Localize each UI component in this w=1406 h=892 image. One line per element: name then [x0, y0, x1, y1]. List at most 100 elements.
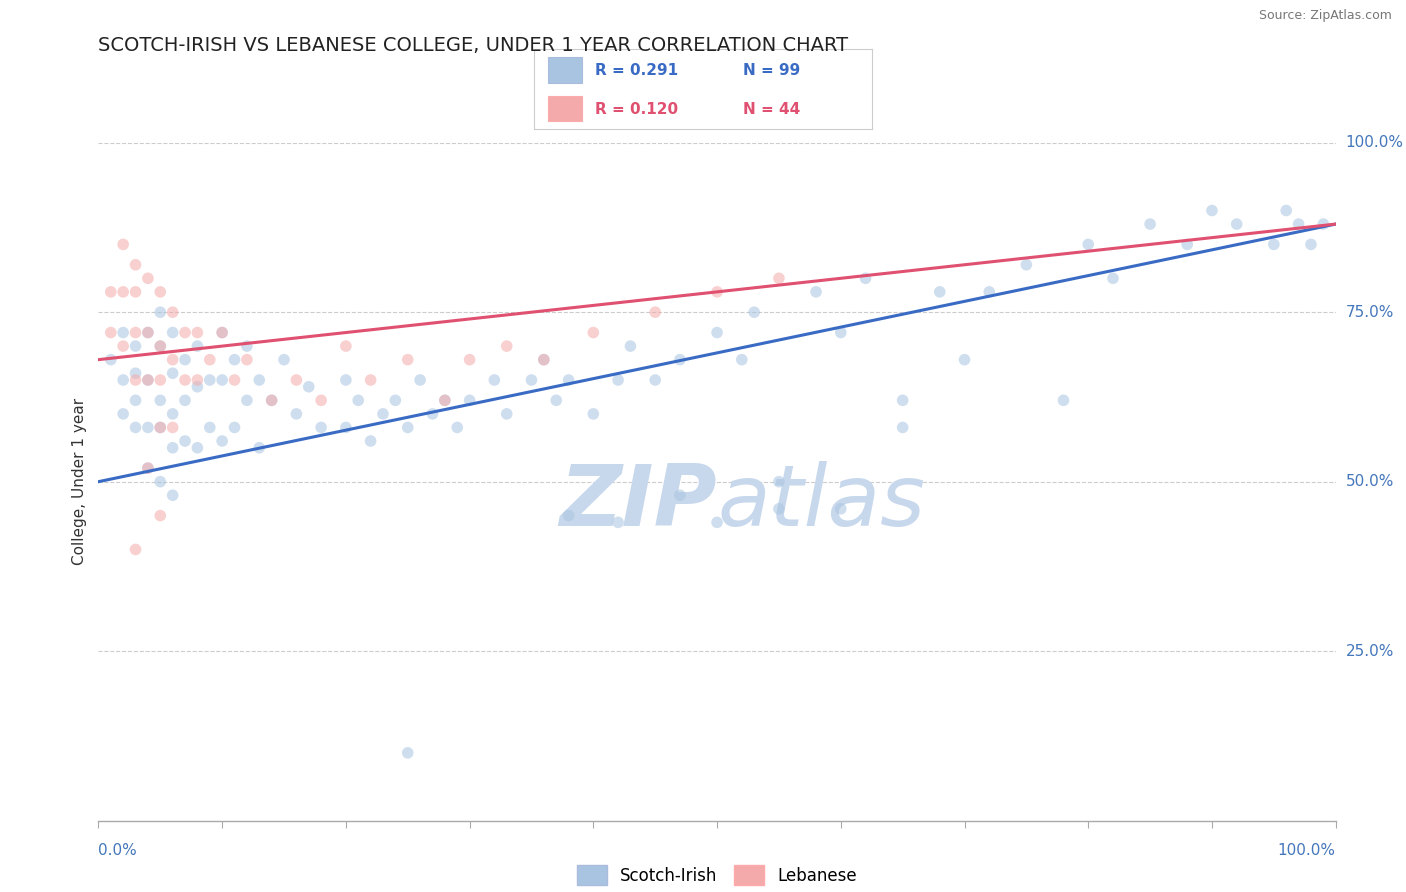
- Point: [742, 305, 765, 319]
- Point: [396, 420, 419, 434]
- Point: [211, 434, 233, 448]
- Point: [162, 352, 184, 367]
- Point: [1052, 393, 1074, 408]
- Point: [136, 271, 159, 285]
- Text: R = 0.291: R = 0.291: [595, 63, 678, 78]
- Point: [433, 393, 456, 408]
- Point: [260, 393, 283, 408]
- Point: [1263, 237, 1285, 252]
- Point: [186, 441, 208, 455]
- Point: [149, 285, 172, 299]
- Point: [136, 373, 159, 387]
- Point: [1312, 217, 1334, 231]
- Y-axis label: College, Under 1 year: College, Under 1 year: [72, 398, 87, 566]
- Point: [247, 373, 270, 387]
- Point: [112, 285, 135, 299]
- Point: [236, 352, 259, 367]
- Point: [335, 420, 357, 434]
- Point: [247, 441, 270, 455]
- Point: [582, 326, 605, 340]
- Point: [112, 326, 135, 340]
- Point: [706, 285, 728, 299]
- Point: [136, 326, 159, 340]
- Point: [1077, 237, 1099, 252]
- Point: [162, 488, 184, 502]
- Point: [830, 501, 852, 516]
- Point: [484, 373, 506, 387]
- Text: 25.0%: 25.0%: [1346, 644, 1393, 658]
- Point: [186, 373, 208, 387]
- Point: [433, 393, 456, 408]
- Point: [768, 501, 790, 516]
- Point: [830, 326, 852, 340]
- Text: 0.0%: 0.0%: [98, 843, 138, 858]
- Point: [124, 373, 146, 387]
- Point: [260, 393, 283, 408]
- Point: [582, 407, 605, 421]
- Point: [162, 305, 184, 319]
- Point: [174, 434, 197, 448]
- Point: [495, 407, 517, 421]
- Point: [607, 516, 630, 530]
- Point: [1175, 237, 1198, 252]
- Point: [422, 407, 444, 421]
- Point: [335, 339, 357, 353]
- Point: [409, 373, 432, 387]
- Point: [309, 393, 332, 408]
- Point: [136, 326, 159, 340]
- Point: [644, 373, 666, 387]
- Text: 75.0%: 75.0%: [1346, 305, 1393, 319]
- FancyBboxPatch shape: [548, 57, 582, 83]
- Point: [804, 285, 827, 299]
- Point: [1015, 258, 1038, 272]
- Point: [149, 393, 172, 408]
- Point: [384, 393, 406, 408]
- Point: [149, 420, 172, 434]
- Point: [162, 366, 184, 380]
- Point: [211, 373, 233, 387]
- Point: [186, 339, 208, 353]
- Point: [162, 326, 184, 340]
- Point: [124, 326, 146, 340]
- Point: [706, 326, 728, 340]
- Point: [495, 339, 517, 353]
- Point: [644, 305, 666, 319]
- Point: [186, 380, 208, 394]
- Point: [211, 326, 233, 340]
- FancyBboxPatch shape: [548, 95, 582, 121]
- Point: [149, 339, 172, 353]
- Point: [236, 393, 259, 408]
- Point: [557, 373, 579, 387]
- Point: [124, 339, 146, 353]
- Point: [396, 746, 419, 760]
- Point: [136, 461, 159, 475]
- Point: [174, 352, 197, 367]
- Text: 100.0%: 100.0%: [1278, 843, 1336, 858]
- Point: [174, 393, 197, 408]
- Point: [928, 285, 950, 299]
- Point: [136, 461, 159, 475]
- Point: [669, 352, 692, 367]
- Point: [224, 352, 246, 367]
- Point: [1226, 217, 1249, 231]
- Point: [124, 258, 146, 272]
- Point: [136, 420, 159, 434]
- Text: 100.0%: 100.0%: [1346, 136, 1403, 150]
- Point: [979, 285, 1001, 299]
- Text: ZIP: ZIP: [560, 460, 717, 543]
- Point: [607, 373, 630, 387]
- Point: [136, 373, 159, 387]
- Text: 50.0%: 50.0%: [1346, 475, 1393, 489]
- Point: [149, 508, 172, 523]
- Point: [149, 373, 172, 387]
- Point: [124, 420, 146, 434]
- Legend: Scotch-Irish, Lebanese: Scotch-Irish, Lebanese: [568, 856, 866, 892]
- Point: [149, 305, 172, 319]
- Point: [1288, 217, 1310, 231]
- Point: [174, 326, 197, 340]
- Point: [112, 373, 135, 387]
- Point: [360, 434, 382, 448]
- Text: R = 0.120: R = 0.120: [595, 102, 678, 117]
- Point: [855, 271, 877, 285]
- Point: [546, 393, 568, 408]
